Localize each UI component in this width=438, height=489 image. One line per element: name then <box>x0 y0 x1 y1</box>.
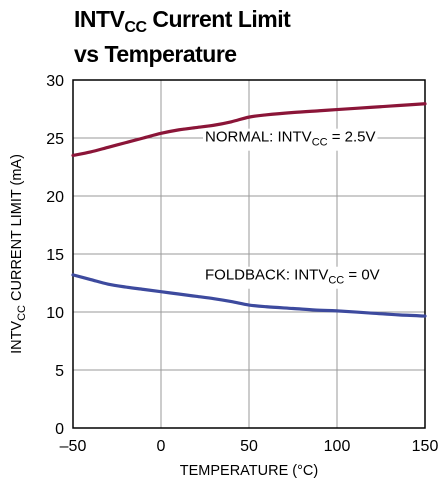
y-tick-label: 10 <box>46 305 64 322</box>
x-tick-label: 50 <box>240 438 258 455</box>
series-label-normal: NORMAL: INTVCC = 2.5V <box>205 129 376 149</box>
plot-frame <box>72 79 426 429</box>
series-annotations: NORMAL: INTVCC = 2.5V FOLDBACK: INTVCC = … <box>203 128 382 289</box>
series-lines <box>71 102 427 318</box>
y-tick-label: 0 <box>55 421 64 438</box>
y-axis-label: INTVCC CURRENT LIMIT (mA) <box>9 154 28 354</box>
series-line-foldback <box>71 273 427 318</box>
x-tick-label: 150 <box>412 438 438 455</box>
title-line-2: vs Temperature <box>74 41 237 67</box>
y-tick-label: 15 <box>46 247 64 264</box>
x-tick-label: 100 <box>324 438 351 455</box>
y-tick-label: 5 <box>55 363 64 380</box>
y-tick-label: 20 <box>46 189 64 206</box>
x-axis-label: TEMPERATURE (°C) <box>180 463 318 479</box>
chart-title: INTVCC Current Limit vs Temperature <box>74 6 291 67</box>
x-tick-labels: –50 0 50 100 150 <box>60 438 438 455</box>
y-tick-label: 25 <box>46 131 64 148</box>
y-tick-label: 30 <box>46 73 64 90</box>
x-tick-label: 0 <box>157 438 166 455</box>
annotation-background <box>203 128 378 151</box>
x-tick-label: –50 <box>60 438 87 455</box>
y-tick-labels: 0 5 10 15 20 25 30 <box>46 73 64 438</box>
series-label-foldback: FOLDBACK: INTVCC = 0V <box>205 267 380 287</box>
annotation-background <box>203 266 382 289</box>
series-line-normal <box>71 102 427 157</box>
title-line-1: INTVCC Current Limit <box>74 6 291 36</box>
